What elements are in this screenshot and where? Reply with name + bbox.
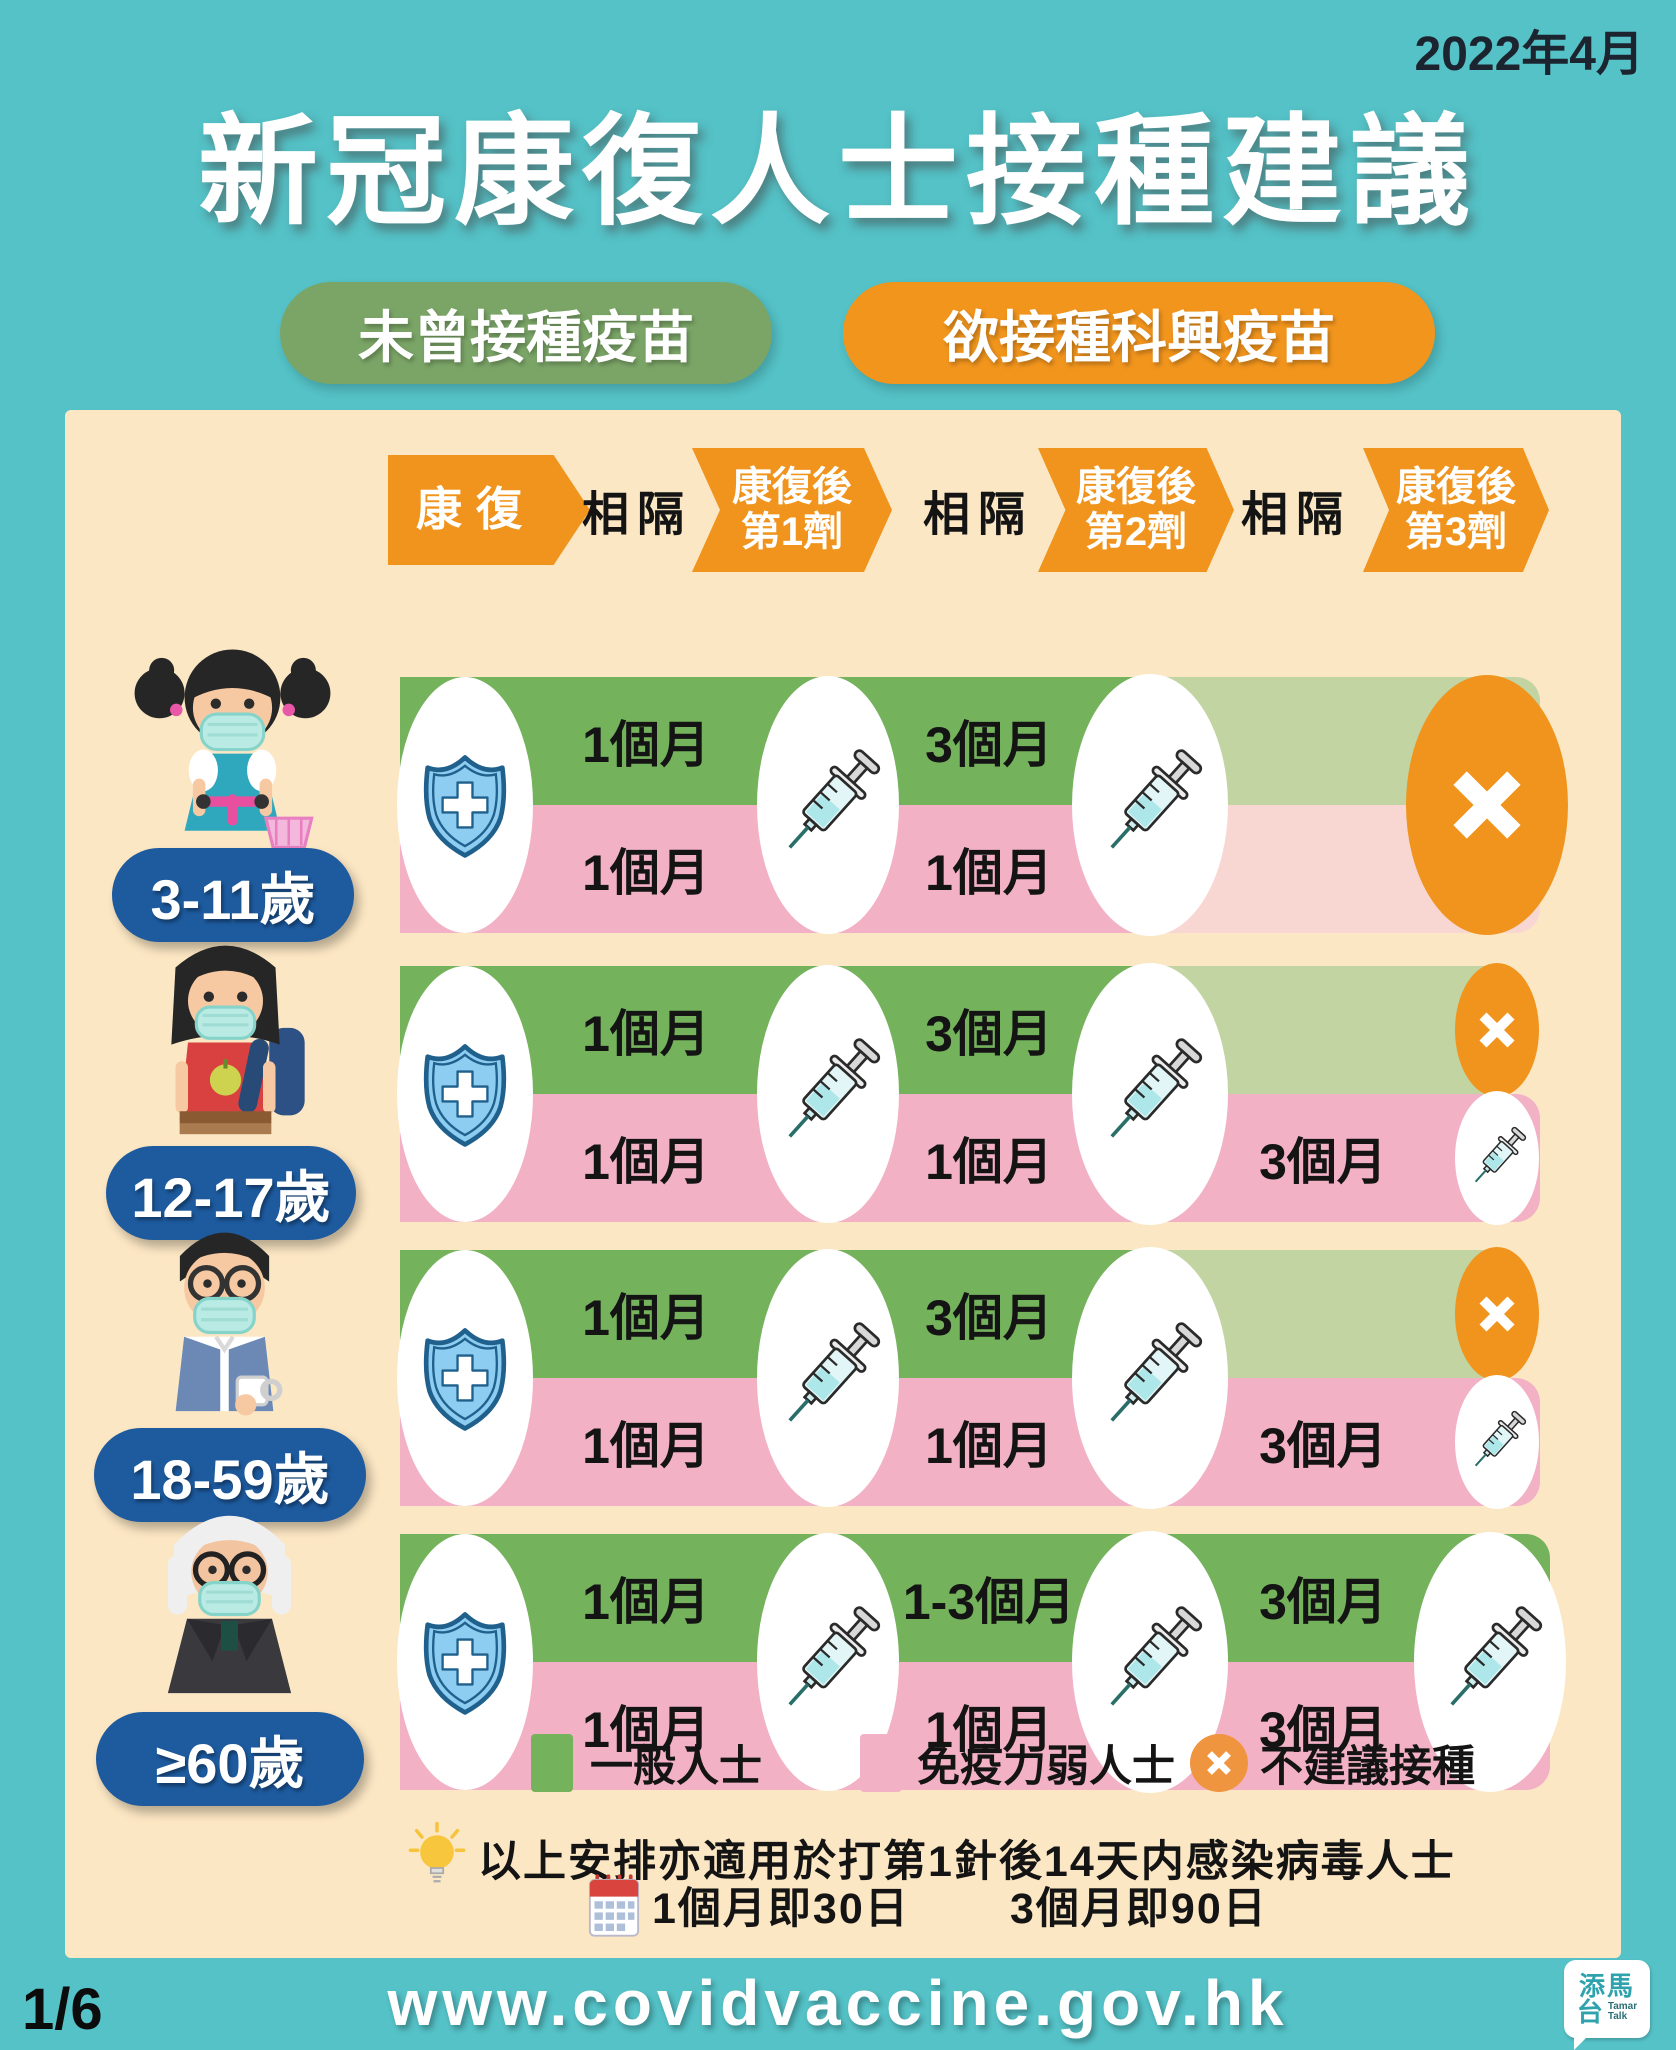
page-title: 新冠康復人士接種建議 (198, 105, 1478, 239)
label-r4-general-i3: 3個月 (1259, 1574, 1387, 1630)
tamar-talk-logo: 添馬 台 Tamar Talk (1564, 1960, 1650, 2050)
tag-sinovac-intent: 欲接種科興疫苗 (843, 282, 1435, 384)
legend-label-weak: 免疫力弱人士 (917, 1743, 1175, 1791)
label-r3-general-i1: 1個月 (582, 1290, 710, 1346)
page-number: 1/6 (22, 1977, 103, 2042)
dose2-line1: 康復後 (1076, 465, 1196, 510)
dose1-line2: 第1劑 (740, 510, 844, 554)
label-r1-weak-i1: 1個月 (582, 845, 710, 901)
dose3-syringe-icon-small (1455, 1375, 1539, 1509)
label-r1-weak-i2: 1個月 (925, 845, 1053, 901)
figure-child-girl (125, 612, 340, 862)
label-r3-weak-i2: 1個月 (925, 1418, 1053, 1474)
figure-elderly-person (122, 1470, 337, 1725)
interval-label-3: 相隔 (1241, 487, 1351, 541)
recovery-shield-icon (397, 1250, 533, 1506)
recovery-label: 康復 (416, 483, 536, 536)
label-r3-weak-i1: 1個月 (582, 1418, 710, 1474)
label-r3-general-i2: 3個月 (925, 1290, 1053, 1346)
lightbulb-icon (406, 1820, 468, 1900)
note-bulb-text: 以上安排亦適用於打第1針後14天内感染病毒人士 (478, 1838, 1456, 1886)
calendar-icon (588, 1872, 640, 1938)
dose2-line2: 第2劑 (1084, 510, 1188, 554)
recovery-shield-icon (397, 966, 533, 1222)
recovery-shield-icon (397, 1534, 533, 1790)
dose2-syringe-icon (1072, 963, 1228, 1225)
dose3-syringe-icon (1414, 1532, 1566, 1792)
legend-x-icon (1190, 1734, 1248, 1792)
figure-adult-man (112, 1188, 337, 1443)
label-r2-weak-i2: 1個月 (925, 1134, 1053, 1190)
logo-text-line1: 添馬 (1578, 1971, 1635, 2001)
dose2-syringe-icon (1072, 1247, 1228, 1509)
label-r4-weak-i1: 1個月 (582, 1702, 710, 1758)
website-url[interactable]: www.covidvaccine.gov.hk (387, 1967, 1289, 2039)
timeline-step-recovery: 康復 (388, 455, 590, 565)
legend-label-general: 一般人士 (590, 1743, 762, 1791)
dose3-line2: 第3劑 (1404, 510, 1508, 554)
label-r4-weak-i3: 3個月 (1259, 1702, 1387, 1758)
age-badge-18-59: 18-59歲 (94, 1428, 366, 1522)
figure-teen-girl (118, 905, 333, 1155)
legend-swatch-weak (860, 1734, 902, 1792)
interval-label-1: 相隔 (582, 487, 692, 541)
dose1-syringe-icon (757, 965, 899, 1223)
label-r3-weak-i3: 3個月 (1259, 1418, 1387, 1474)
date-label: 2022年4月 (1414, 28, 1644, 81)
dose1-syringe-icon (757, 676, 899, 934)
legend-swatch-general (531, 1734, 573, 1792)
label-r2-general-i2: 3個月 (925, 1006, 1053, 1062)
bar-general-r4-solid (400, 1534, 1550, 1662)
logo-subtext-2: Talk (1607, 2011, 1628, 2022)
timeline-step-dose2: 康復後 第2劑 (1038, 448, 1234, 572)
legend-label-not-recommended: 不建議接種 (1260, 1743, 1475, 1791)
logo-text-line2: 台 (1576, 1997, 1605, 2027)
dose3-line1: 康復後 (1396, 465, 1516, 510)
label-r2-general-i1: 1個月 (582, 1006, 710, 1062)
label-r2-weak-i1: 1個月 (582, 1134, 710, 1190)
label-r2-weak-i3: 3個月 (1259, 1134, 1387, 1190)
age-badge-60plus: ≥60歲 (96, 1712, 364, 1806)
bar-weak-r4-solid (400, 1662, 1550, 1790)
not-recommended-icon-r3 (1455, 1247, 1539, 1381)
dose3-syringe-icon-small (1455, 1091, 1539, 1225)
logo-subtext-1: Tamar (1607, 2000, 1638, 2012)
dose1-line1: 康復後 (732, 465, 852, 510)
not-recommended-icon-r2 (1455, 963, 1539, 1097)
note-calendar-part1: 1個月即30日 (652, 1885, 910, 1933)
not-recommended-icon-r1 (1406, 675, 1568, 935)
age-badge-12-17: 12-17歲 (106, 1146, 356, 1240)
bar-weak-r2-solid (400, 1094, 1540, 1222)
recovery-shield-icon (397, 677, 533, 933)
bar-weak-r3-solid (400, 1378, 1540, 1506)
interval-label-2: 相隔 (923, 487, 1033, 541)
tag-never-vaccinated: 未曾接種疫苗 (280, 282, 772, 384)
age-badge-3-11: 3-11歲 (112, 848, 354, 942)
label-r1-general-i1: 1個月 (582, 717, 710, 773)
dose1-syringe-icon (757, 1249, 899, 1507)
label-r4-general-i2: 1-3個月 (902, 1574, 1076, 1630)
dose2-syringe-icon (1072, 674, 1228, 936)
label-r4-general-i1: 1個月 (582, 1574, 710, 1630)
timeline-step-dose3: 康復後 第3劑 (1363, 448, 1549, 572)
label-r1-general-i2: 3個月 (925, 717, 1053, 773)
timeline-step-dose1: 康復後 第1劑 (692, 448, 892, 572)
note-calendar-part2: 3個月即90日 (1010, 1885, 1268, 1933)
label-r4-weak-i2: 1個月 (925, 1702, 1053, 1758)
